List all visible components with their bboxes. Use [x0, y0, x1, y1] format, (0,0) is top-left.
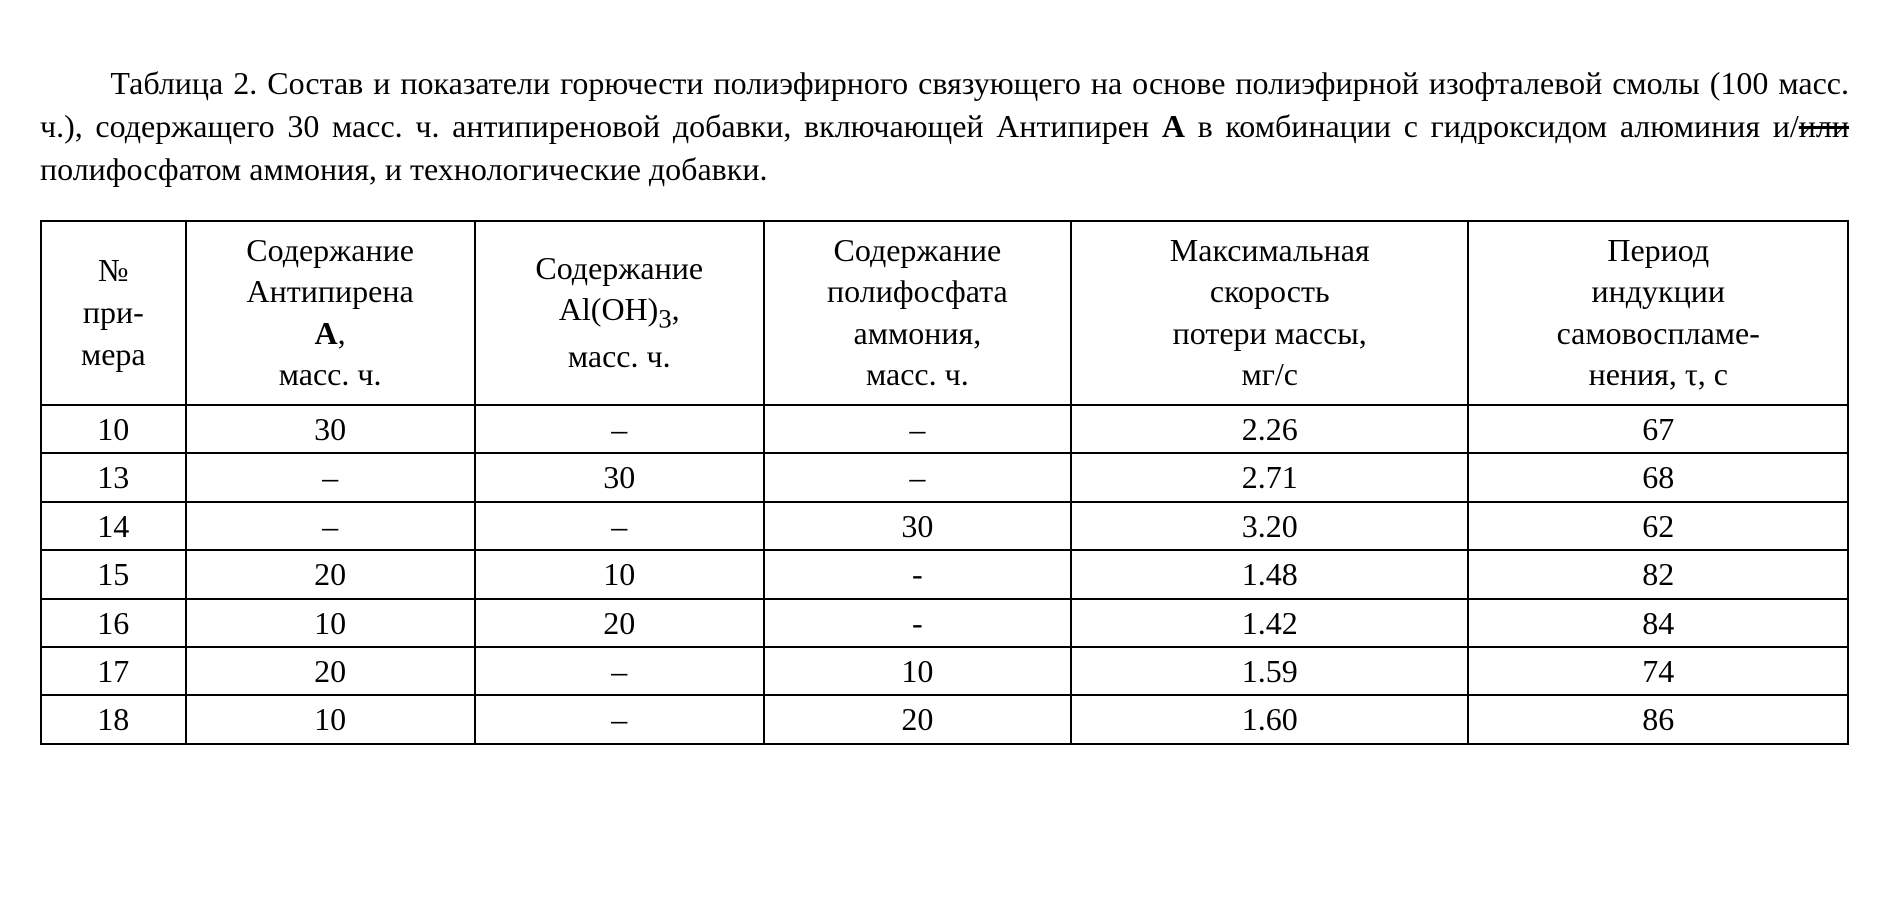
cell: 30	[764, 502, 1071, 550]
hdr-text: Период	[1607, 232, 1709, 268]
cell: 84	[1468, 599, 1848, 647]
cell: 30	[186, 405, 475, 453]
col-header-ammonium-polyphosphate: Содержание полифосфата аммония, масс. ч.	[764, 221, 1071, 405]
cell: 1.48	[1071, 550, 1469, 598]
cell: –	[475, 647, 764, 695]
cell: 10	[186, 599, 475, 647]
caption-text-mid2: полифосфатом аммония, и технологические …	[40, 151, 767, 187]
cell: 20	[475, 599, 764, 647]
col-header-induction-period: Период индукции самовоспламе- нения, τ, …	[1468, 221, 1848, 405]
cell: -	[764, 550, 1071, 598]
cell: 62	[1468, 502, 1848, 550]
cell: 10	[41, 405, 186, 453]
hdr-text: масс. ч.	[866, 356, 969, 392]
hdr-text: А	[315, 315, 338, 351]
cell: 68	[1468, 453, 1848, 501]
cell: –	[186, 453, 475, 501]
table-row: 15 20 10 - 1.48 82	[41, 550, 1848, 598]
hdr-text: скорость	[1210, 273, 1330, 309]
table-row: 17 20 – 10 1.59 74	[41, 647, 1848, 695]
cell: –	[475, 695, 764, 743]
hdr-text: ,	[338, 315, 346, 351]
cell: –	[186, 502, 475, 550]
hdr-text: ,	[672, 291, 680, 327]
cell: 10	[764, 647, 1071, 695]
hdr-text: Al(OH)	[559, 291, 659, 327]
caption-strike: или	[1799, 108, 1849, 144]
hdr-text: аммония,	[854, 315, 982, 351]
cell: 15	[41, 550, 186, 598]
hdr-text: Содержание	[246, 232, 414, 268]
cell: 2.71	[1071, 453, 1469, 501]
cell: 1.59	[1071, 647, 1469, 695]
hdr-text: полифосфата	[827, 273, 1008, 309]
cell: 86	[1468, 695, 1848, 743]
table-caption: Таблица 2. Состав и показатели горючести…	[40, 62, 1849, 192]
hdr-text: мера	[81, 336, 146, 372]
hdr-text: мг/с	[1241, 356, 1297, 392]
cell: 20	[186, 550, 475, 598]
hdr-text: Максимальная	[1170, 232, 1370, 268]
cell: 3.20	[1071, 502, 1469, 550]
hdr-text: 3	[658, 304, 671, 334]
col-header-max-mass-loss-rate: Максимальная скорость потери массы, мг/с	[1071, 221, 1469, 405]
cell: 82	[1468, 550, 1848, 598]
cell: 1.60	[1071, 695, 1469, 743]
cell: –	[764, 405, 1071, 453]
cell: 67	[1468, 405, 1848, 453]
table-header-row: № при- мера Содержание Антипирена А, мас…	[41, 221, 1848, 405]
cell: 74	[1468, 647, 1848, 695]
col-header-aloh3: Содержание Al(OH)3, масс. ч.	[475, 221, 764, 405]
table-row: 14 – – 30 3.20 62	[41, 502, 1848, 550]
cell: 13	[41, 453, 186, 501]
hdr-text: самовоспламе-	[1557, 315, 1760, 351]
cell: 17	[41, 647, 186, 695]
caption-text-mid1: в комбинации с гидроксидом алюминия и/	[1185, 108, 1799, 144]
hdr-text: Содержание	[834, 232, 1002, 268]
cell: 30	[475, 453, 764, 501]
cell: 10	[186, 695, 475, 743]
caption-bold-a: А	[1162, 108, 1185, 144]
hdr-text: нения, τ, с	[1589, 356, 1728, 392]
col-header-antipiren-a: Содержание Антипирена А, масс. ч.	[186, 221, 475, 405]
cell: –	[764, 453, 1071, 501]
cell: 20	[186, 647, 475, 695]
table-row: 18 10 – 20 1.60 86	[41, 695, 1848, 743]
hdr-text: индукции	[1592, 273, 1725, 309]
cell: 16	[41, 599, 186, 647]
hdr-text: при-	[83, 294, 144, 330]
table-row: 16 10 20 - 1.42 84	[41, 599, 1848, 647]
cell: –	[475, 405, 764, 453]
table-row: 10 30 – – 2.26 67	[41, 405, 1848, 453]
cell: –	[475, 502, 764, 550]
hdr-text: Антипирена	[247, 273, 414, 309]
cell: -	[764, 599, 1071, 647]
cell: 14	[41, 502, 186, 550]
hdr-text: масс. ч.	[279, 356, 382, 392]
cell: 20	[764, 695, 1071, 743]
hdr-text: №	[98, 252, 129, 288]
cell: 10	[475, 550, 764, 598]
hdr-text: Содержание	[535, 250, 703, 286]
col-header-example-no: № при- мера	[41, 221, 186, 405]
table-body: 10 30 – – 2.26 67 13 – 30 – 2.71 68 14 –…	[41, 405, 1848, 744]
cell: 2.26	[1071, 405, 1469, 453]
data-table: № при- мера Содержание Антипирена А, мас…	[40, 220, 1849, 745]
cell: 1.42	[1071, 599, 1469, 647]
table-row: 13 – 30 – 2.71 68	[41, 453, 1848, 501]
hdr-text: масс. ч.	[568, 338, 671, 374]
cell: 18	[41, 695, 186, 743]
hdr-text: потери массы,	[1173, 315, 1367, 351]
